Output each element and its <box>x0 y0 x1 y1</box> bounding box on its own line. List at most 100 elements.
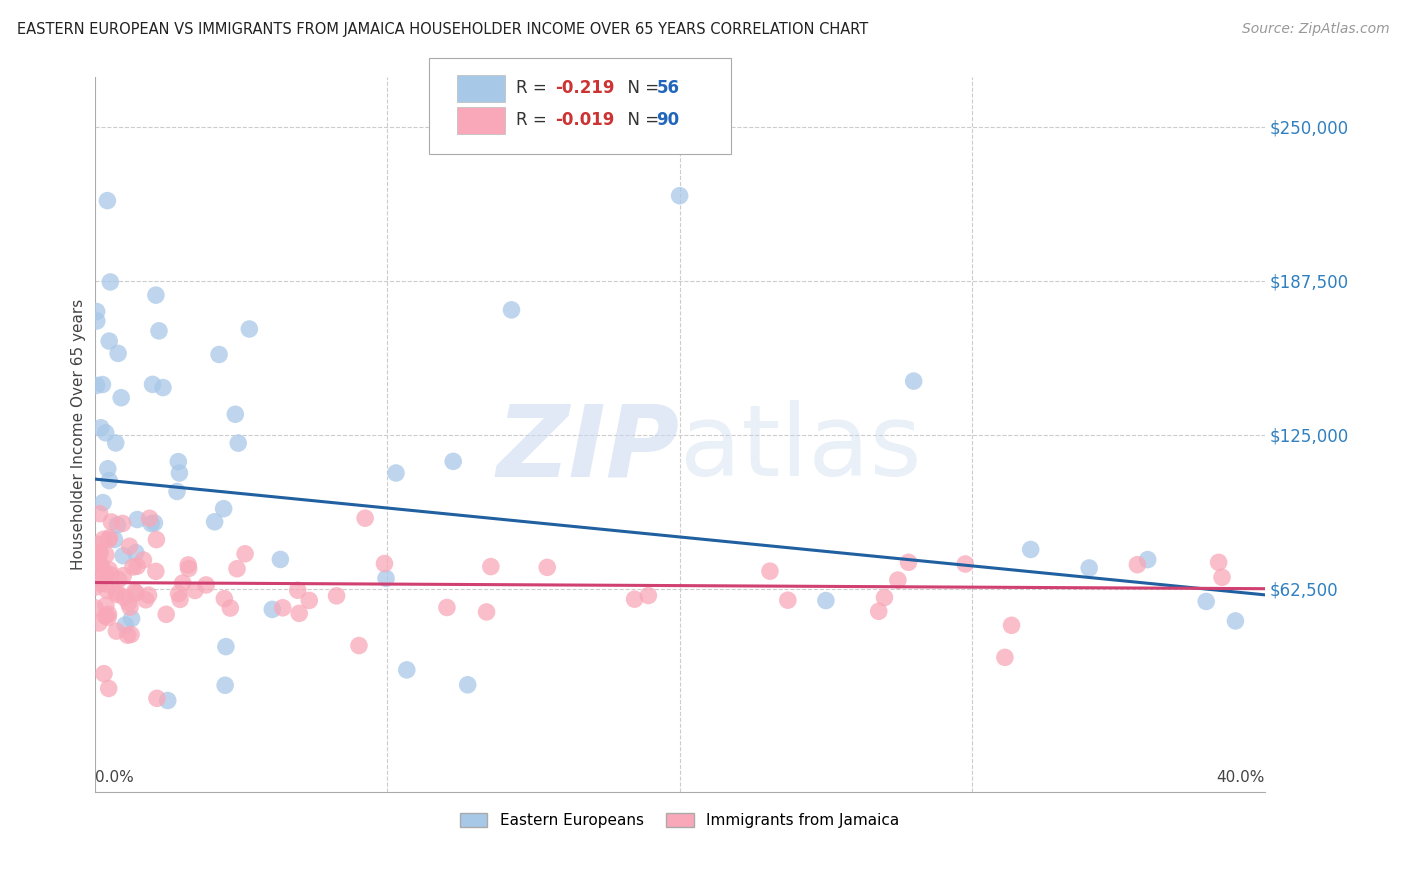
Point <box>288 607 311 621</box>
Point <box>135 592 157 607</box>
Point <box>868 604 890 618</box>
Point <box>127 512 149 526</box>
Point <box>375 571 398 585</box>
Point <box>98 474 121 488</box>
Point <box>637 589 659 603</box>
Text: 56: 56 <box>657 79 679 97</box>
Text: R =: R = <box>516 79 553 97</box>
Point <box>1208 555 1230 569</box>
Point <box>94 599 117 613</box>
Text: N =: N = <box>617 79 665 97</box>
Point <box>87 551 110 566</box>
Point <box>138 511 160 525</box>
Point <box>86 378 108 392</box>
Point <box>167 587 190 601</box>
Point <box>195 578 218 592</box>
Legend: Eastern Europeans, Immigrants from Jamaica: Eastern Europeans, Immigrants from Jamai… <box>454 807 905 834</box>
Point <box>120 627 142 641</box>
Point <box>121 611 143 625</box>
Point <box>385 466 408 480</box>
Point <box>89 545 111 559</box>
Point <box>111 516 134 531</box>
Point <box>145 533 167 547</box>
Point <box>1019 542 1042 557</box>
Point <box>269 552 291 566</box>
Point <box>262 602 284 616</box>
Text: ZIP: ZIP <box>496 401 679 498</box>
Point <box>1225 614 1247 628</box>
Point <box>224 407 246 421</box>
Point <box>1078 561 1101 575</box>
Point <box>124 584 146 599</box>
Point <box>105 586 128 600</box>
Point <box>96 583 118 598</box>
Point <box>145 565 167 579</box>
Point <box>125 546 148 560</box>
Point <box>110 391 132 405</box>
Point <box>86 314 108 328</box>
Point <box>141 377 163 392</box>
Point <box>138 588 160 602</box>
Point <box>172 576 194 591</box>
Point <box>141 516 163 531</box>
Point <box>1136 552 1159 566</box>
Point <box>105 587 128 601</box>
Point <box>457 678 479 692</box>
Point <box>87 572 110 586</box>
Text: atlas: atlas <box>679 401 921 498</box>
Point <box>84 600 107 615</box>
Point <box>479 559 502 574</box>
Point <box>117 596 139 610</box>
Point <box>94 425 117 440</box>
Y-axis label: Householder Income Over 65 years: Householder Income Over 65 years <box>72 299 86 570</box>
Point <box>177 561 200 575</box>
Point <box>238 322 260 336</box>
Point <box>94 548 117 562</box>
Point <box>233 547 256 561</box>
Point <box>1000 618 1022 632</box>
Point <box>114 618 136 632</box>
Text: EASTERN EUROPEAN VS IMMIGRANTS FROM JAMAICA HOUSEHOLDER INCOME OVER 65 YEARS COR: EASTERN EUROPEAN VS IMMIGRANTS FROM JAMA… <box>17 22 868 37</box>
Point <box>955 557 977 571</box>
Point <box>91 495 114 509</box>
Point <box>887 573 910 587</box>
Point <box>112 591 135 605</box>
Point <box>112 568 135 582</box>
Point <box>91 377 114 392</box>
Point <box>83 556 105 570</box>
Point <box>623 592 645 607</box>
Point <box>156 693 179 707</box>
Point <box>89 546 111 560</box>
Point <box>436 600 458 615</box>
Point <box>97 681 120 696</box>
Point <box>112 549 135 563</box>
Point <box>100 568 122 582</box>
Point <box>177 558 200 572</box>
Point <box>105 624 128 639</box>
Point <box>354 511 377 525</box>
Text: -0.019: -0.019 <box>555 112 614 129</box>
Point <box>668 188 690 202</box>
Point <box>166 484 188 499</box>
Point <box>271 600 294 615</box>
Text: 40.0%: 40.0% <box>1216 770 1265 785</box>
Point <box>118 539 141 553</box>
Point <box>325 589 347 603</box>
Point <box>89 576 111 591</box>
Point <box>395 663 418 677</box>
Point <box>98 334 121 348</box>
Point <box>107 573 129 587</box>
Point <box>104 436 127 450</box>
Point <box>105 517 128 532</box>
Point <box>226 562 249 576</box>
Point <box>98 563 121 577</box>
Point <box>152 380 174 394</box>
Text: 0.0%: 0.0% <box>94 770 134 785</box>
Point <box>122 560 145 574</box>
Point <box>93 533 115 547</box>
Point <box>93 566 115 580</box>
Point <box>93 666 115 681</box>
Point <box>167 455 190 469</box>
Point <box>441 454 464 468</box>
Point <box>814 593 837 607</box>
